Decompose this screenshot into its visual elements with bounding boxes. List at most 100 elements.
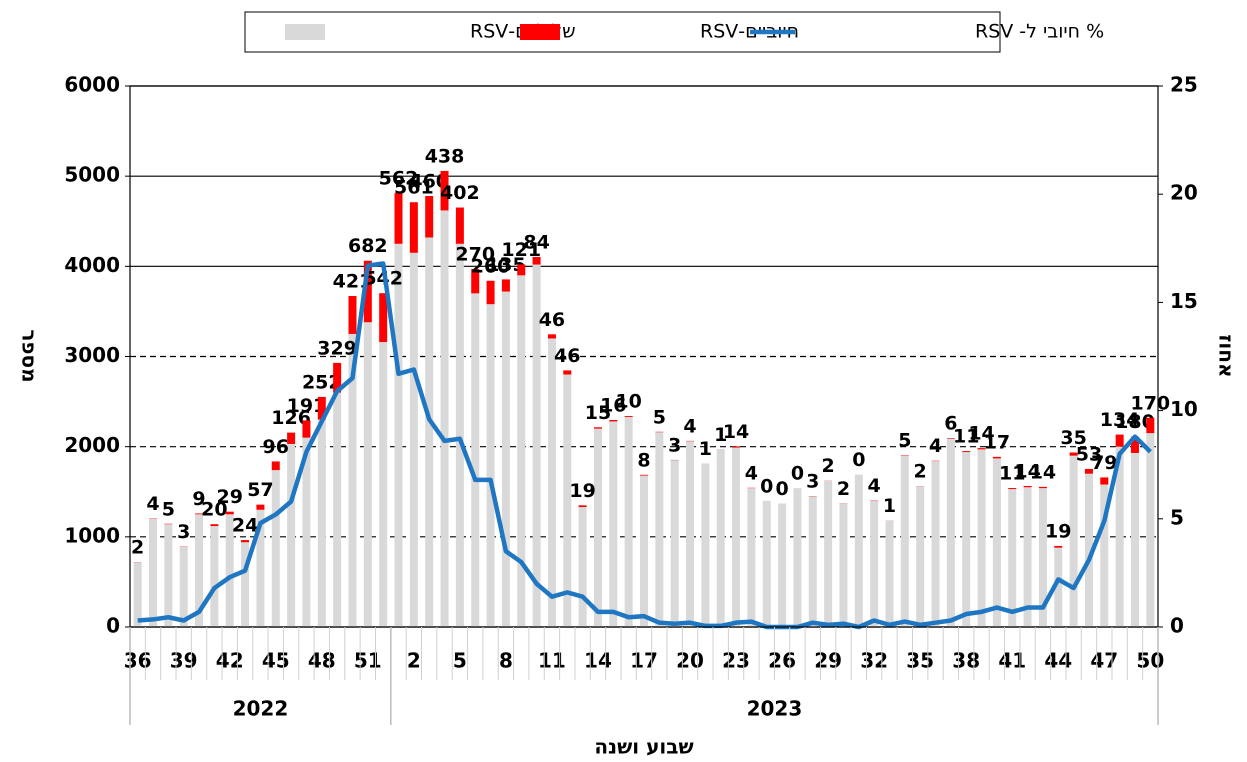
bar bbox=[425, 237, 434, 628]
y2-tick-label: 15 bbox=[1170, 289, 1198, 313]
value-label: 5 bbox=[162, 498, 175, 520]
bar bbox=[287, 432, 296, 444]
bar bbox=[609, 419, 618, 422]
bar bbox=[379, 293, 388, 343]
bar bbox=[977, 448, 986, 450]
bar bbox=[609, 421, 618, 627]
bar bbox=[333, 362, 342, 393]
bar bbox=[808, 496, 817, 627]
y-tick-label: 5000 bbox=[64, 163, 120, 187]
bar bbox=[670, 460, 679, 627]
bar bbox=[900, 455, 909, 627]
bar bbox=[854, 474, 863, 627]
bar bbox=[578, 505, 587, 508]
bar bbox=[640, 475, 648, 627]
line bbox=[137, 261, 1152, 630]
value-label: 438 bbox=[425, 145, 465, 167]
value-label: 180 bbox=[1115, 411, 1155, 433]
value-label: 96 bbox=[263, 436, 289, 458]
bar bbox=[241, 542, 250, 627]
value-label: 191 bbox=[287, 395, 327, 417]
legend-swatch bbox=[285, 24, 325, 40]
year-label: 2023 bbox=[747, 697, 803, 721]
value-label: 5 bbox=[898, 430, 911, 452]
value-label: 53 bbox=[1076, 443, 1102, 465]
bar bbox=[164, 524, 173, 627]
value-label: 3 bbox=[806, 470, 819, 492]
value-label: 2 bbox=[822, 455, 835, 477]
value-label: 3 bbox=[177, 521, 190, 543]
x-tick-label: 38 bbox=[952, 649, 980, 673]
value-label: 19 bbox=[569, 480, 595, 502]
y-axis-title: מספר bbox=[18, 329, 42, 382]
y-tick-label: 0 bbox=[106, 614, 120, 638]
bar bbox=[839, 503, 848, 627]
value-label: 329 bbox=[317, 337, 357, 359]
bar bbox=[532, 256, 541, 265]
bar bbox=[225, 511, 234, 515]
bar bbox=[1054, 545, 1063, 548]
bar bbox=[440, 170, 449, 211]
bar bbox=[578, 507, 587, 627]
value-label: 121 bbox=[501, 239, 541, 261]
y2-tick-label: 20 bbox=[1170, 181, 1198, 205]
value-label: 135 bbox=[486, 254, 526, 276]
value-label: 16 bbox=[600, 394, 626, 416]
bar bbox=[747, 488, 756, 627]
bar bbox=[1069, 455, 1078, 627]
bar bbox=[686, 441, 695, 627]
bar bbox=[1130, 436, 1139, 453]
bar bbox=[256, 504, 265, 510]
bar bbox=[333, 392, 342, 627]
legend-label: חיוביים-RSV bbox=[700, 21, 799, 43]
bar bbox=[302, 420, 311, 438]
bar bbox=[1054, 547, 1063, 627]
value-label: 15 bbox=[585, 402, 611, 424]
bar bbox=[317, 396, 326, 420]
y2-tick-label: 10 bbox=[1170, 397, 1198, 421]
bar bbox=[1023, 487, 1032, 627]
value-label: 1 bbox=[714, 424, 727, 446]
value-label: 1 bbox=[883, 495, 896, 517]
bar bbox=[563, 374, 572, 627]
bar bbox=[547, 334, 556, 339]
bar bbox=[962, 451, 971, 453]
bar bbox=[317, 419, 326, 627]
bar bbox=[225, 514, 234, 627]
bar bbox=[977, 449, 986, 627]
bar bbox=[762, 500, 771, 627]
value-label: 4 bbox=[745, 462, 758, 484]
legend-label: % חיובי ל- RSV bbox=[975, 21, 1104, 43]
y-tick-label: 1000 bbox=[64, 523, 120, 547]
bar bbox=[287, 443, 296, 627]
value-label: 170 bbox=[1130, 392, 1170, 414]
x-tick-label: 42 bbox=[216, 649, 244, 673]
x-tick-label: 26 bbox=[768, 649, 796, 673]
value-label: 9 bbox=[192, 488, 205, 510]
value-label: 4 bbox=[146, 493, 159, 515]
value-label: 270 bbox=[455, 244, 495, 266]
x-tick-label: 8 bbox=[499, 649, 513, 673]
bar bbox=[1115, 446, 1124, 627]
bar bbox=[271, 461, 280, 471]
x-tick-label: 47 bbox=[1090, 649, 1118, 673]
bar bbox=[1146, 417, 1155, 434]
value-label: 19 bbox=[1045, 520, 1071, 542]
bar bbox=[271, 470, 280, 627]
bar bbox=[241, 540, 250, 543]
bar bbox=[1038, 488, 1047, 627]
bar bbox=[1146, 433, 1155, 627]
value-label: 57 bbox=[247, 479, 273, 501]
x-tick-label: 50 bbox=[1136, 649, 1164, 673]
x-tick-label: 51 bbox=[354, 649, 382, 673]
bar bbox=[732, 446, 741, 448]
bar bbox=[1038, 486, 1047, 489]
value-label: 79 bbox=[1091, 452, 1117, 474]
value-label: 402 bbox=[440, 182, 480, 204]
value-label: 4 bbox=[683, 415, 696, 437]
value-label: 11 bbox=[953, 426, 979, 448]
value-label: 2 bbox=[837, 478, 850, 500]
value-label: 0 bbox=[791, 463, 804, 485]
bar bbox=[1100, 477, 1109, 485]
